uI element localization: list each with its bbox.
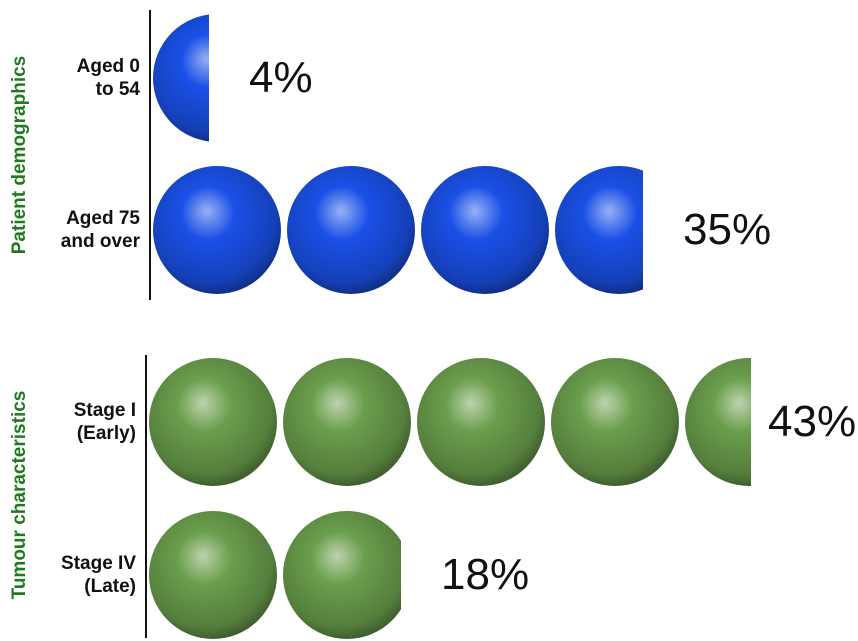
sphere <box>153 166 281 294</box>
pictogram-bar <box>153 14 209 142</box>
pictogram-bar <box>153 166 643 294</box>
group-title: Patient demographics <box>9 55 30 255</box>
value-label: 43% <box>768 397 857 446</box>
sphere <box>555 166 643 294</box>
sphere <box>551 358 679 486</box>
sphere <box>421 166 549 294</box>
value-label: 4% <box>249 53 313 102</box>
sphere <box>149 358 277 486</box>
value-label: 18% <box>441 550 530 599</box>
sphere <box>149 511 277 639</box>
category-label: Aged 75 and over <box>60 208 140 252</box>
pictogram-bar <box>149 358 751 486</box>
category-label: Stage I (Early) <box>73 400 136 444</box>
sphere <box>283 511 401 639</box>
sphere <box>287 166 415 294</box>
sphere <box>417 358 545 486</box>
sphere <box>283 358 411 486</box>
pictogram-bar <box>149 511 401 639</box>
category-label: Stage IV (Late) <box>61 553 136 597</box>
value-label: 35% <box>683 205 772 254</box>
sphere <box>153 14 209 142</box>
sphere <box>685 358 751 486</box>
category-label: Aged 0 to 54 <box>76 56 140 100</box>
